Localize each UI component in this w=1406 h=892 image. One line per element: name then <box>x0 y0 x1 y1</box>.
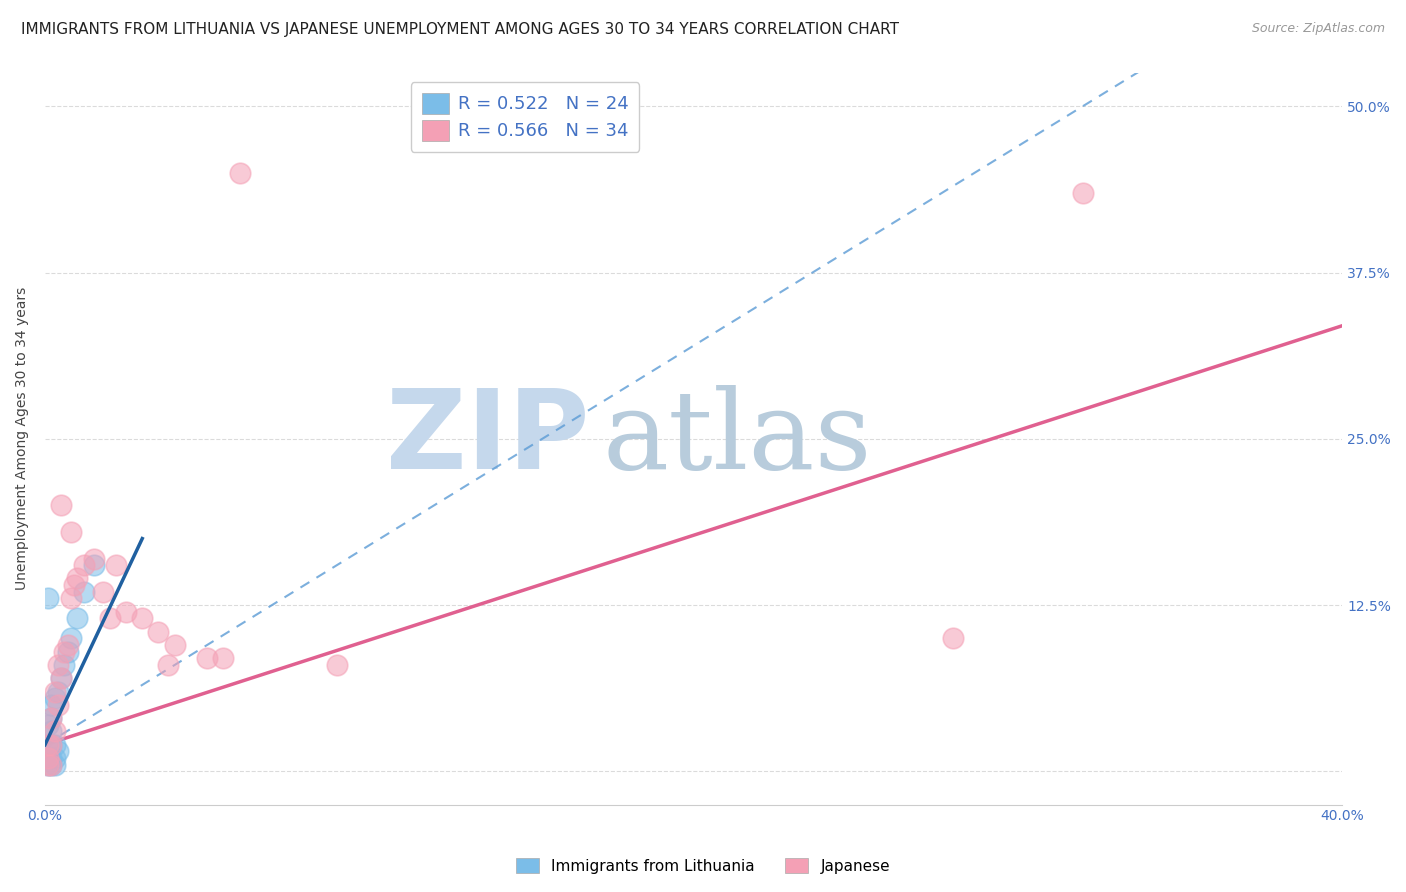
Point <box>41 724 63 739</box>
Point <box>83 558 105 573</box>
Point <box>98 611 121 625</box>
Text: ZIP: ZIP <box>387 385 591 492</box>
Point <box>44 751 66 765</box>
Point <box>37 751 59 765</box>
Point <box>46 698 69 712</box>
Point <box>46 684 69 698</box>
Point <box>41 711 63 725</box>
Point <box>59 632 82 646</box>
Point <box>66 572 89 586</box>
Point <box>41 711 63 725</box>
Point <box>41 757 63 772</box>
Point <box>228 166 250 180</box>
Point <box>37 591 59 606</box>
Point <box>41 751 63 765</box>
Point <box>59 591 82 606</box>
Point <box>41 698 63 712</box>
Point <box>93 584 115 599</box>
Point <box>37 738 59 752</box>
Point <box>37 751 59 765</box>
Point <box>131 611 153 625</box>
Point <box>942 632 965 646</box>
Y-axis label: Unemployment Among Ages 30 to 34 years: Unemployment Among Ages 30 to 34 years <box>15 287 30 591</box>
Point <box>37 738 59 752</box>
Point <box>53 657 76 672</box>
Point <box>41 738 63 752</box>
Point <box>41 757 63 772</box>
Point <box>66 611 89 625</box>
Point <box>37 757 59 772</box>
Point <box>37 757 59 772</box>
Point <box>326 657 349 672</box>
Point <box>46 657 69 672</box>
Point <box>105 558 128 573</box>
Point <box>83 551 105 566</box>
Point <box>51 498 73 512</box>
Legend: Immigrants from Lithuania, Japanese: Immigrants from Lithuania, Japanese <box>510 852 896 880</box>
Point <box>56 638 79 652</box>
Point <box>148 624 170 639</box>
Point <box>59 524 82 539</box>
Point <box>44 757 66 772</box>
Text: atlas: atlas <box>603 385 873 492</box>
Point <box>1071 186 1094 200</box>
Point <box>63 578 86 592</box>
Point <box>41 738 63 752</box>
Point <box>44 684 66 698</box>
Point <box>195 651 218 665</box>
Point <box>157 657 180 672</box>
Point <box>212 651 235 665</box>
Point <box>163 638 186 652</box>
Point <box>37 718 59 732</box>
Point <box>46 744 69 758</box>
Point <box>73 558 96 573</box>
Point <box>115 605 138 619</box>
Point <box>44 724 66 739</box>
Legend: R = 0.522   N = 24, R = 0.566   N = 34: R = 0.522 N = 24, R = 0.566 N = 34 <box>411 82 640 152</box>
Point <box>51 671 73 685</box>
Point <box>56 645 79 659</box>
Text: Source: ZipAtlas.com: Source: ZipAtlas.com <box>1251 22 1385 36</box>
Point <box>51 671 73 685</box>
Point <box>73 584 96 599</box>
Text: IMMIGRANTS FROM LITHUANIA VS JAPANESE UNEMPLOYMENT AMONG AGES 30 TO 34 YEARS COR: IMMIGRANTS FROM LITHUANIA VS JAPANESE UN… <box>21 22 898 37</box>
Point <box>53 645 76 659</box>
Point <box>44 738 66 752</box>
Point <box>44 691 66 706</box>
